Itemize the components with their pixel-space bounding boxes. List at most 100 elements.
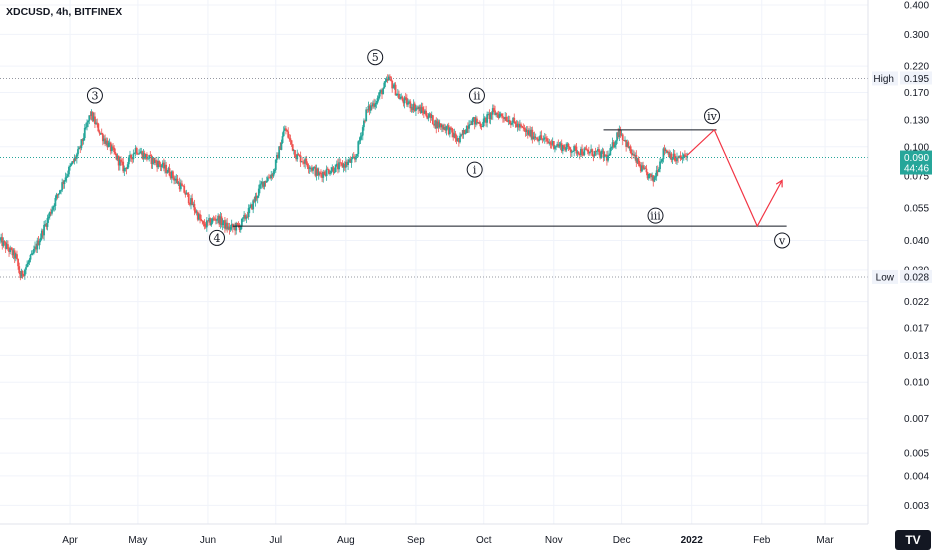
candle-body	[583, 148, 586, 155]
high-tag-value-bg	[900, 71, 932, 85]
candle-body	[262, 181, 265, 187]
chart-title: XDCUSD, 4h, BITFINEX	[6, 6, 122, 18]
candle-body	[381, 90, 383, 95]
candle-body	[659, 161, 661, 170]
candle-body	[92, 116, 95, 121]
candle-body	[463, 130, 466, 134]
candle-body	[468, 124, 470, 129]
candle-body	[526, 129, 529, 135]
candle-body	[542, 138, 545, 140]
candle-body	[630, 152, 633, 155]
candle-body	[278, 146, 281, 159]
candle-body	[31, 253, 34, 254]
candle-body	[114, 152, 117, 154]
candle-body	[531, 129, 534, 140]
candle-body	[547, 141, 550, 143]
candle-body	[684, 154, 686, 156]
wave-label-text: i	[473, 164, 477, 177]
candle-body	[37, 240, 40, 246]
candle-body	[629, 146, 632, 153]
candle-body	[135, 147, 138, 154]
candle-body	[415, 108, 417, 111]
candle-body	[443, 127, 446, 130]
candle-body	[170, 171, 173, 179]
candle-body	[451, 127, 453, 133]
candle-body	[620, 134, 623, 136]
candle-body	[610, 147, 613, 149]
candle-body	[509, 124, 512, 125]
candle-body	[617, 132, 620, 137]
candle-body	[658, 169, 660, 172]
wave-label-4: 4	[209, 229, 225, 246]
candle-body	[524, 129, 527, 132]
tradingview-logo[interactable]: TV	[895, 530, 931, 550]
candle-body	[287, 131, 290, 138]
price-axis[interactable]: 0.400 0.300 0.220 0.170 0.130 0.100 0.075 0.055…	[867, 0, 932, 524]
candle-body	[203, 223, 206, 227]
candle-body	[655, 170, 658, 177]
candle-body	[282, 130, 285, 137]
candle-body	[481, 126, 484, 127]
candle-body	[173, 177, 175, 181]
candle-body	[339, 162, 342, 164]
candle-body	[552, 141, 555, 149]
candle-body	[676, 157, 678, 161]
candle-body	[479, 123, 482, 127]
candle-body	[105, 140, 108, 144]
projection-line	[686, 128, 783, 228]
candle-body	[196, 211, 199, 220]
candle-body	[681, 157, 684, 159]
candle-body	[329, 173, 331, 174]
candle-body	[471, 119, 474, 125]
candle-body	[78, 147, 81, 150]
candle-body	[323, 171, 326, 175]
low-tag-label-bg	[872, 269, 898, 284]
candle-body	[635, 155, 638, 163]
price-tick-label: 0.007	[904, 414, 929, 425]
candle-body	[200, 218, 203, 221]
candle-body	[482, 118, 485, 127]
candle-body	[220, 216, 223, 226]
candle-body	[344, 161, 347, 168]
candle-body	[226, 222, 229, 230]
candle-body	[533, 136, 536, 138]
candle-body	[304, 158, 307, 164]
time-tick-label: Dec	[613, 535, 631, 546]
candle-body	[132, 153, 135, 160]
candle-body	[422, 110, 425, 114]
candle-body	[382, 88, 385, 95]
candle-body	[204, 226, 207, 228]
candle-body	[4, 242, 7, 249]
time-tick-label: Apr	[62, 535, 78, 546]
candle-body	[231, 224, 234, 228]
candle-body	[228, 226, 231, 230]
time-axis[interactable]: Apr May Jun Jul Aug Sep Oct Nov Dec 2022 Feb Mar	[0, 523, 868, 546]
candle-body	[185, 192, 188, 195]
candle-body	[393, 84, 396, 88]
candle-body	[65, 176, 68, 178]
candle-body	[408, 101, 411, 103]
candle-body	[9, 247, 12, 253]
wave-label-circle	[86, 87, 103, 104]
candle-body	[595, 150, 598, 152]
candle-body	[491, 108, 494, 115]
candle-body	[335, 163, 338, 165]
candle-body	[674, 160, 677, 162]
candle-body	[356, 153, 359, 157]
high-tag-value: 0.195	[904, 74, 929, 85]
candle-body	[569, 149, 572, 153]
candle-body	[642, 165, 644, 169]
candle-body	[305, 158, 308, 164]
candle-body	[539, 135, 542, 140]
candle-body	[334, 164, 337, 173]
candle-body	[259, 184, 261, 189]
candle-body	[23, 269, 26, 276]
price-tick-label: 0.170	[904, 88, 929, 99]
candle-body	[19, 272, 22, 279]
candle-body	[651, 175, 654, 178]
candle-body	[169, 175, 172, 179]
candle-body	[53, 206, 56, 207]
candle-body	[634, 155, 637, 156]
candle-body	[174, 179, 177, 181]
